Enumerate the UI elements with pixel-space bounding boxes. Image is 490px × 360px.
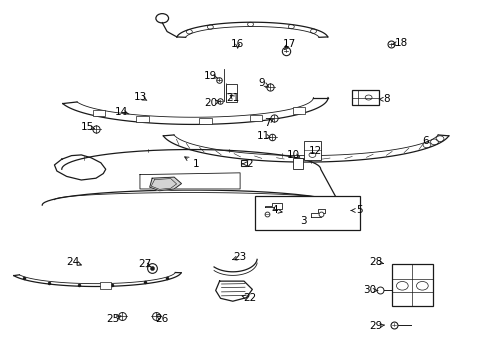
Bar xyxy=(293,107,305,114)
Polygon shape xyxy=(140,173,240,189)
Text: 9: 9 xyxy=(259,78,266,88)
Text: 25: 25 xyxy=(106,314,120,324)
Bar xyxy=(199,117,212,124)
Text: 3: 3 xyxy=(300,216,307,226)
Text: 8: 8 xyxy=(383,94,390,104)
Text: 21: 21 xyxy=(227,93,240,103)
Polygon shape xyxy=(177,22,328,37)
Text: 26: 26 xyxy=(155,314,169,324)
Bar xyxy=(392,264,433,306)
Text: 15: 15 xyxy=(81,122,94,132)
Text: 6: 6 xyxy=(422,136,429,145)
Text: 22: 22 xyxy=(243,293,256,303)
Bar xyxy=(250,114,262,121)
Text: 20: 20 xyxy=(204,98,218,108)
Text: 2: 2 xyxy=(246,159,253,169)
Text: 13: 13 xyxy=(133,92,147,102)
Text: 11: 11 xyxy=(256,131,270,140)
Polygon shape xyxy=(42,149,340,205)
Text: 7: 7 xyxy=(264,118,270,128)
Bar xyxy=(255,196,360,230)
Text: 23: 23 xyxy=(234,252,247,262)
Bar xyxy=(136,116,148,122)
Text: 29: 29 xyxy=(369,321,383,331)
Bar xyxy=(226,84,237,102)
Bar xyxy=(93,110,105,116)
Text: 28: 28 xyxy=(369,257,383,267)
Text: 30: 30 xyxy=(364,285,377,296)
Polygon shape xyxy=(352,90,379,105)
Text: 5: 5 xyxy=(357,206,363,216)
Text: 18: 18 xyxy=(395,38,408,48)
Text: 14: 14 xyxy=(115,107,128,117)
Text: 12: 12 xyxy=(309,146,322,156)
Text: 16: 16 xyxy=(231,40,245,49)
Bar xyxy=(352,90,379,105)
Text: 10: 10 xyxy=(286,150,299,160)
Text: 17: 17 xyxy=(282,40,295,49)
Polygon shape xyxy=(216,281,252,301)
Bar xyxy=(293,158,303,169)
Text: 19: 19 xyxy=(204,71,218,81)
Polygon shape xyxy=(150,177,181,191)
Polygon shape xyxy=(163,135,449,162)
Bar xyxy=(99,282,111,289)
Bar xyxy=(304,140,321,160)
Polygon shape xyxy=(14,273,181,287)
Text: 4: 4 xyxy=(271,206,278,216)
Text: 24: 24 xyxy=(66,257,80,267)
Text: 1: 1 xyxy=(193,159,199,169)
Text: 27: 27 xyxy=(138,259,151,269)
Polygon shape xyxy=(63,98,328,125)
Polygon shape xyxy=(54,155,106,180)
